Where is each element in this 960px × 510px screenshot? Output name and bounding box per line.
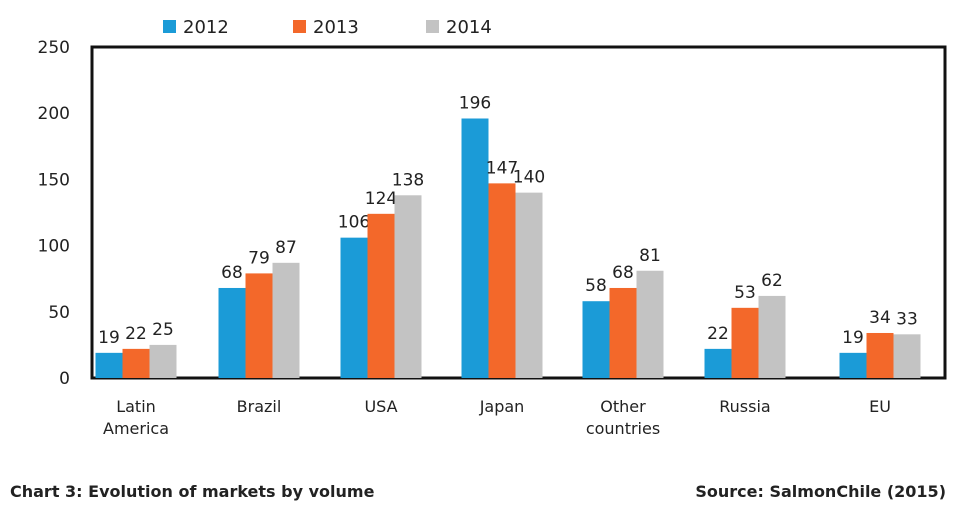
bar-2014 — [758, 295, 786, 378]
data-label: 22 — [707, 324, 729, 344]
bar-2013 — [367, 213, 395, 378]
legend-swatch-2014 — [426, 20, 439, 33]
legend-label-2013: 2013 — [313, 17, 359, 38]
x-tick-label-line: Russia — [719, 397, 770, 416]
x-tick-label-line: USA — [364, 397, 397, 416]
x-tick-label-line: Other — [600, 397, 646, 416]
x-tick-label: USA — [364, 397, 397, 416]
data-label: 106 — [338, 213, 370, 233]
data-label: 33 — [896, 309, 918, 329]
y-tick-label: 0 — [59, 369, 70, 389]
bar-2014 — [149, 344, 177, 378]
x-tick-label: Brazil — [237, 397, 282, 416]
data-label: 147 — [486, 158, 518, 178]
data-label: 68 — [221, 263, 243, 283]
y-tick-label: 50 — [48, 303, 70, 323]
bar-2014 — [893, 334, 921, 378]
legend-swatch-2012 — [163, 20, 176, 33]
data-label: 58 — [585, 276, 607, 296]
x-tick-label-line: America — [103, 419, 169, 438]
bar-2012 — [340, 237, 368, 378]
x-tick-label-line: EU — [869, 397, 891, 416]
data-label: 140 — [513, 168, 545, 188]
x-tick-label: Latin America — [103, 397, 169, 438]
legend-swatch-2013 — [293, 20, 306, 33]
bar-2014 — [272, 262, 300, 378]
chart-source: Source: SalmonChile (2015) — [695, 482, 946, 501]
y-tick-label: 150 — [38, 170, 70, 190]
data-label: 81 — [639, 246, 661, 266]
y-tick-label: 100 — [38, 237, 70, 257]
bar-2014 — [636, 270, 664, 378]
x-tick-label-line: Latin — [116, 397, 156, 416]
y-tick-label: 200 — [38, 104, 70, 124]
bar-2012 — [95, 352, 123, 378]
x-tick-label: Japan — [479, 397, 525, 416]
bar-2013 — [866, 332, 894, 378]
bar-2012 — [839, 352, 867, 378]
data-label: 34 — [869, 308, 891, 328]
legend-label-2012: 2012 — [183, 17, 229, 38]
x-tick-label-line: Brazil — [237, 397, 282, 416]
data-label: 87 — [275, 238, 297, 258]
bar-2013 — [488, 183, 516, 378]
data-label: 196 — [459, 93, 491, 113]
y-tick-label: 250 — [38, 38, 70, 58]
bar-2012 — [704, 348, 732, 378]
chart-caption: Chart 3: Evolution of markets by volume — [10, 482, 375, 501]
x-tick-label-line: Japan — [479, 397, 525, 416]
data-label: 62 — [761, 271, 783, 291]
data-label: 124 — [365, 189, 397, 209]
bar-2013 — [122, 348, 150, 378]
data-label: 19 — [98, 328, 120, 348]
data-label: 25 — [152, 320, 174, 340]
bar-2012 — [218, 287, 246, 378]
bar-2013 — [245, 273, 273, 378]
data-label: 22 — [125, 324, 147, 344]
bar-2014 — [394, 195, 422, 378]
bar-2014 — [515, 192, 543, 378]
x-tick-label: EU — [869, 397, 891, 416]
data-label: 138 — [392, 170, 424, 190]
bar-2013 — [731, 307, 759, 378]
bar-2013 — [609, 287, 637, 378]
bar-2012 — [461, 118, 489, 378]
data-label: 68 — [612, 263, 634, 283]
data-label: 79 — [248, 248, 270, 268]
x-tick-label-line: countries — [586, 419, 660, 438]
x-tick-label: Other countries — [586, 397, 660, 438]
bar-2012 — [582, 301, 610, 378]
legend-label-2014: 2014 — [446, 17, 492, 38]
data-label: 53 — [734, 283, 756, 303]
data-label: 19 — [842, 328, 864, 348]
x-tick-label: Russia — [719, 397, 770, 416]
